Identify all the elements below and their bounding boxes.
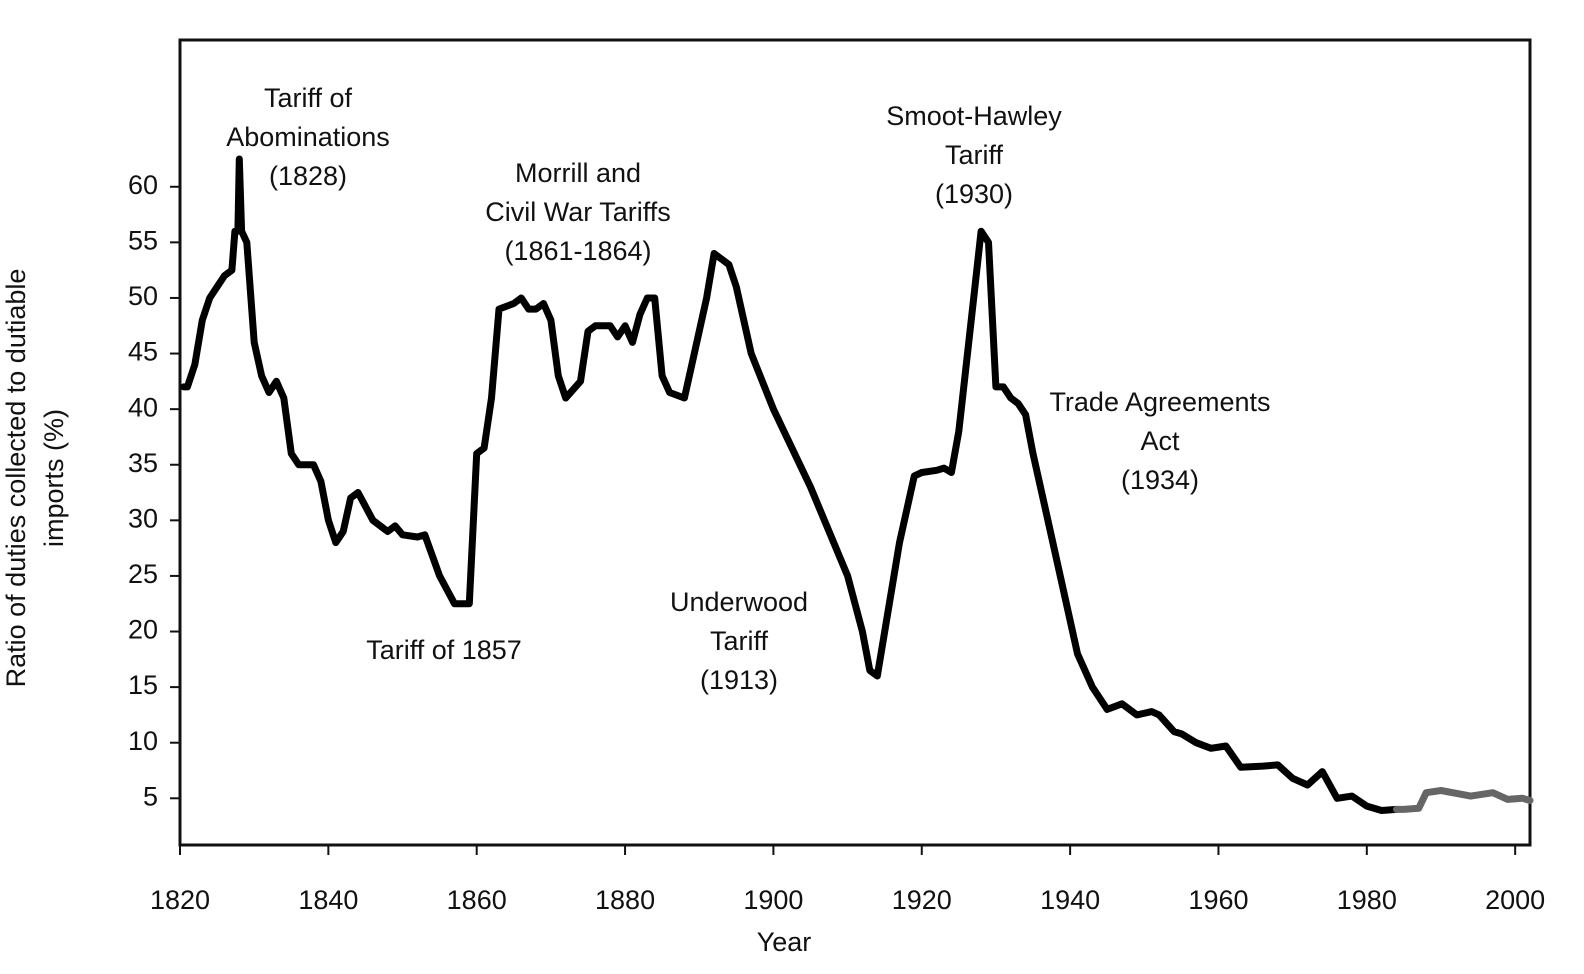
x-tick-label: 1860 — [447, 885, 507, 915]
annotation: Underwood — [670, 587, 808, 617]
annotation: (1934) — [1121, 465, 1199, 495]
x-tick-label: 1900 — [743, 885, 803, 915]
x-tick-label: 1820 — [150, 885, 210, 915]
annotation: Smoot-Hawley — [886, 101, 1062, 131]
annotation: Trade Agreements — [1049, 387, 1270, 417]
annotation: Tariff of 1857 — [366, 635, 522, 665]
y-tick-label: 10 — [128, 726, 158, 756]
y-tick-label: 35 — [128, 448, 158, 478]
annotation: Act — [1140, 426, 1180, 456]
annotation: (1930) — [935, 179, 1013, 209]
annotation: (1828) — [269, 161, 347, 191]
y-tick-label: 30 — [128, 503, 158, 533]
y-tick-label: 20 — [128, 615, 158, 645]
annotation: Tariff of — [264, 83, 353, 113]
x-tick-label: 1840 — [298, 885, 358, 915]
x-tick-label: 1940 — [1040, 885, 1100, 915]
x-tick-label: 2000 — [1485, 885, 1545, 915]
data-line — [1393, 787, 1534, 813]
y-tick-label: 50 — [128, 281, 158, 311]
x-tick-label: 1980 — [1337, 885, 1397, 915]
y-axis-label: Ratio of duties collected to dutiable — [1, 269, 31, 688]
x-axis-label: Year — [757, 927, 812, 957]
y-tick-label: 45 — [128, 337, 158, 367]
annotation: Abominations — [226, 122, 390, 152]
y-tick-label: 25 — [128, 559, 158, 589]
data-line — [180, 155, 1400, 814]
annotation: (1861-1864) — [504, 236, 651, 266]
y-tick-label: 40 — [128, 392, 158, 422]
annotation: Morrill and — [515, 158, 641, 188]
plot-frame — [178, 38, 1532, 847]
y-axis-label: imports (%) — [39, 409, 69, 547]
x-tick-label: 1960 — [1188, 885, 1248, 915]
annotation: Tariff — [945, 140, 1004, 170]
y-tick-label: 55 — [128, 225, 158, 255]
x-tick-label: 1920 — [892, 885, 952, 915]
annotation: (1913) — [700, 665, 778, 695]
y-tick-label: 5 — [143, 781, 158, 811]
annotation: Tariff — [710, 626, 769, 656]
y-tick-label: 15 — [128, 670, 158, 700]
annotation: Civil War Tariffs — [485, 197, 671, 227]
x-tick-label: 1880 — [595, 885, 655, 915]
y-tick-label: 60 — [128, 170, 158, 200]
